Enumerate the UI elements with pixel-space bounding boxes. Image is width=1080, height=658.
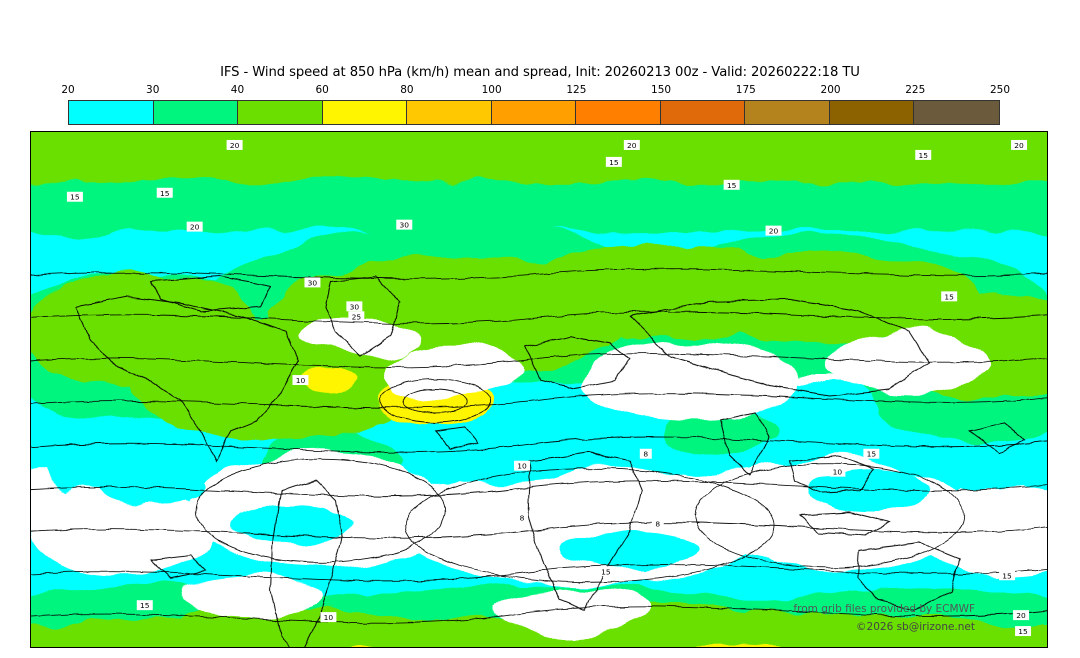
svg-text:20: 20 xyxy=(627,141,637,150)
weather-map[interactable]: 20 20 20 15 15 15 15 20 30 30 20 15 15 1… xyxy=(31,132,1047,647)
colorbar-swatches xyxy=(68,100,1000,125)
svg-text:20: 20 xyxy=(190,223,200,232)
colorbar-tick-225: 225 xyxy=(905,84,926,96)
colorbar-tick-250: 250 xyxy=(989,84,1011,96)
colorbar-tick-60: 60 xyxy=(315,84,329,96)
svg-text:15: 15 xyxy=(160,189,170,198)
svg-text:10: 10 xyxy=(324,613,334,622)
map-frame[interactable]: 20 20 20 15 15 15 15 20 30 30 20 15 15 1… xyxy=(30,131,1048,648)
colorbar-cell-175-200 xyxy=(745,101,830,124)
contour-labels: 20 20 20 15 15 15 15 20 30 30 20 15 15 1… xyxy=(66,139,1032,636)
colorbar-cell-200-225 xyxy=(829,101,915,124)
svg-text:25: 25 xyxy=(352,312,362,321)
svg-text:15: 15 xyxy=(918,151,928,160)
field-patches-20-30 xyxy=(95,438,1045,569)
colorbar: 20 30 40 60 80 100 125 150 175 200 225 250 xyxy=(61,84,1010,126)
svg-text:15: 15 xyxy=(140,601,150,610)
colorbar-cell-60-80 xyxy=(322,101,408,124)
svg-text:20: 20 xyxy=(1016,611,1026,620)
svg-text:30: 30 xyxy=(350,302,360,311)
colorbar-tick-150: 150 xyxy=(651,84,672,96)
colorbar-tick-20: 20 xyxy=(61,84,75,96)
svg-text:10: 10 xyxy=(296,376,306,385)
colorbar-tick-200: 200 xyxy=(820,84,841,96)
colorbar-tick-125: 125 xyxy=(566,84,587,96)
colorbar-tick-100: 100 xyxy=(481,84,502,96)
svg-text:8: 8 xyxy=(655,519,660,528)
colorbar-tick-labels: 20 30 40 60 80 100 125 150 175 200 225 250 xyxy=(61,84,1010,100)
svg-text:15: 15 xyxy=(1018,627,1028,636)
colorbar-tick-30: 30 xyxy=(146,84,160,96)
colorbar-tick-40: 40 xyxy=(230,84,245,96)
colorbar-cell-20-30 xyxy=(69,101,154,124)
svg-text:15: 15 xyxy=(867,450,877,459)
spread-contours xyxy=(31,268,1047,624)
colorbar-cell-150-175 xyxy=(660,101,746,124)
svg-text:30: 30 xyxy=(400,221,410,230)
colorbar-tick-80: 80 xyxy=(400,84,414,96)
colorbar-cell-125-150 xyxy=(576,101,661,124)
colorbar-cell-100-125 xyxy=(491,101,577,124)
svg-text:30: 30 xyxy=(308,278,318,287)
svg-text:15: 15 xyxy=(944,292,954,301)
svg-text:15: 15 xyxy=(70,193,80,202)
svg-text:8: 8 xyxy=(643,450,648,459)
svg-text:15: 15 xyxy=(727,181,737,190)
svg-text:8: 8 xyxy=(520,513,525,522)
svg-text:10: 10 xyxy=(517,462,527,471)
colorbar-tick-175: 175 xyxy=(735,84,756,96)
svg-text:15: 15 xyxy=(1002,571,1012,580)
colorbar-cell-80-100 xyxy=(407,101,492,124)
svg-text:20: 20 xyxy=(1014,141,1024,150)
coastlines xyxy=(75,275,1025,647)
page-title: IFS - Wind speed at 850 hPa (km/h) mean … xyxy=(220,65,860,80)
svg-text:15: 15 xyxy=(609,158,619,167)
svg-text:10: 10 xyxy=(833,468,843,477)
svg-text:15: 15 xyxy=(601,567,611,576)
colorbar-cell-30-40 xyxy=(153,101,239,124)
map-field-layer: 20 20 20 15 15 15 15 20 30 30 20 15 15 1… xyxy=(31,132,1047,647)
colorbar-cell-225-250 xyxy=(914,101,999,124)
svg-text:20: 20 xyxy=(769,227,779,236)
colorbar-cell-40-60 xyxy=(238,101,323,124)
svg-text:20: 20 xyxy=(230,141,240,150)
